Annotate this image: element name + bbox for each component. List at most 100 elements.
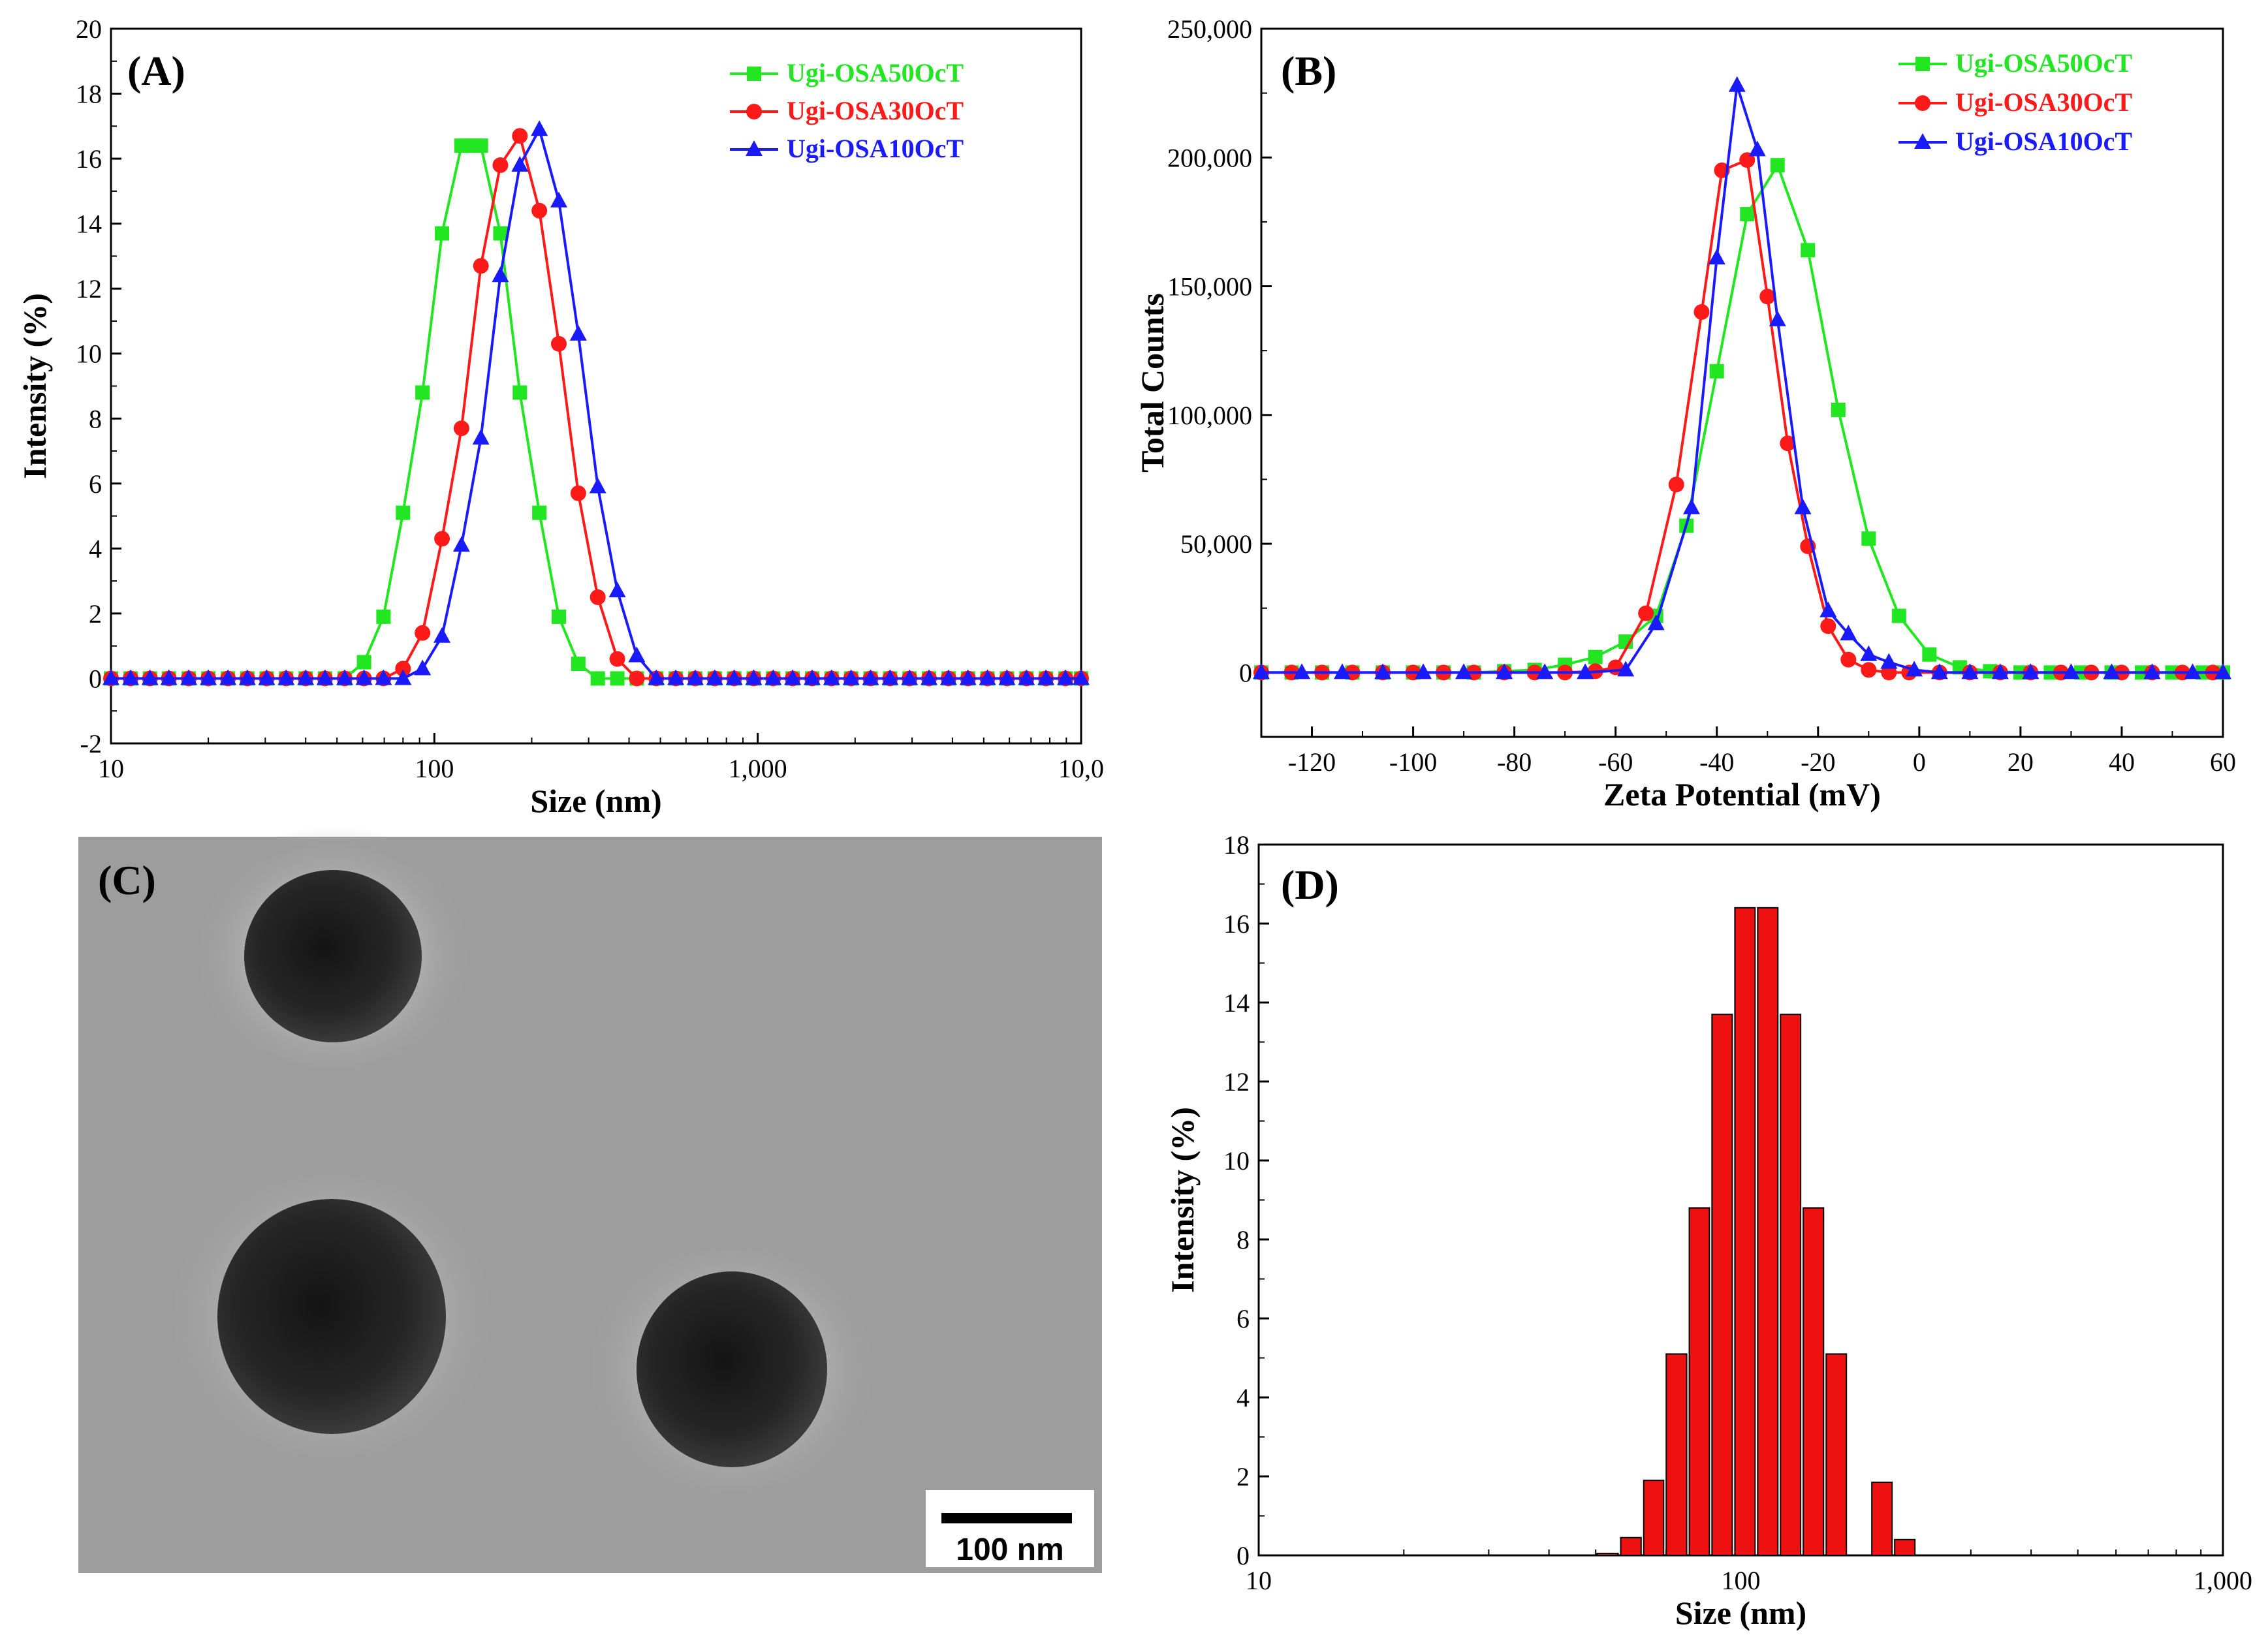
x-tick-label: -60	[1598, 747, 1633, 777]
data-point-square	[415, 385, 430, 400]
data-point-triangle	[1708, 249, 1725, 265]
data-point-triangle	[921, 669, 938, 685]
data-point-triangle	[2062, 663, 2080, 679]
data-point-triangle	[764, 669, 782, 685]
series-line-ugi-osa50oct	[1261, 162, 2223, 674]
histogram-bar	[1780, 1014, 1802, 1556]
y-tick-label: 0	[1239, 658, 1252, 687]
data-point-triangle	[1374, 663, 1392, 679]
y-tick-label: 20	[76, 14, 102, 44]
data-point-square	[512, 385, 528, 400]
data-point-square	[435, 226, 450, 241]
y-tick-label: 4	[89, 534, 102, 563]
data-point-circle	[395, 661, 411, 677]
data-point-circle	[1820, 618, 1836, 634]
data-point-circle	[1915, 95, 1930, 111]
data-point-triangle	[200, 669, 217, 685]
data-point-triangle	[1577, 663, 1594, 679]
x-tick-label: 60	[2210, 747, 2236, 777]
y-tick-label: 12	[76, 274, 102, 304]
data-point-triangle	[2103, 663, 2120, 679]
data-point-triangle	[1860, 645, 1878, 661]
data-point-triangle	[979, 669, 996, 685]
data-point-triangle	[745, 669, 763, 685]
data-point-triangle	[569, 324, 587, 341]
data-point-triangle	[1961, 663, 1979, 679]
data-point-triangle	[1930, 663, 1948, 679]
data-point-triangle	[823, 669, 840, 685]
data-point-circle	[453, 420, 469, 437]
data-point-square	[610, 671, 625, 686]
data-point-triangle	[1914, 133, 1931, 149]
data-point-triangle	[901, 669, 919, 685]
data-point-triangle	[803, 669, 821, 685]
data-point-triangle	[1794, 498, 1812, 514]
data-point-square	[551, 609, 566, 624]
data-point-triangle	[414, 659, 432, 676]
histogram-bar	[1620, 1536, 1642, 1556]
data-point-triangle	[862, 669, 879, 685]
data-point-triangle	[472, 429, 490, 445]
data-point-triangle	[1880, 653, 1898, 669]
y-tick-label: 50,000	[1180, 529, 1252, 559]
data-point-triangle	[1056, 669, 1074, 685]
scale-bar-label: 100 nm	[956, 1533, 1063, 1567]
data-point-circle	[1861, 662, 1877, 678]
data-point-triangle	[939, 669, 957, 685]
series-line-ugi-osa30oct	[1261, 158, 2213, 674]
data-point-triangle	[608, 582, 626, 598]
y-tick-label: 150,000	[1167, 272, 1252, 302]
data-point-square	[1922, 647, 1937, 662]
x-tick-label: 10	[1246, 1566, 1272, 1595]
chart-panel-b: 0 50,000 100,000 150,000 200,000 250,000 -120 -…	[1134, 14, 2236, 813]
data-point-circle	[1638, 605, 1654, 621]
data-point-triangle	[842, 669, 860, 685]
x-tick-label: -40	[1699, 747, 1734, 777]
data-point-triangle	[998, 669, 1016, 685]
y-tick-label: 6	[1236, 1304, 1250, 1333]
histogram-bar	[1757, 907, 1779, 1557]
data-point-circle	[1759, 288, 1776, 305]
data-point-triangle	[258, 669, 276, 685]
y-tick-label: 250,000	[1167, 14, 1252, 44]
data-point-triangle	[180, 669, 198, 685]
data-point-triangle	[589, 477, 606, 493]
data-point-triangle	[1819, 601, 1837, 617]
y-tick-label: 18	[1223, 830, 1250, 860]
data-point-circle	[570, 485, 586, 501]
panel-label-b: (B)	[1281, 48, 1336, 94]
data-point-circle	[512, 128, 528, 144]
data-point-circle	[473, 258, 489, 274]
data-point-square	[1801, 243, 1816, 258]
data-point-triangle	[1018, 669, 1035, 685]
data-point-triangle	[1906, 661, 1923, 677]
x-tick-label: -120	[1288, 747, 1336, 777]
data-point-triangle	[881, 669, 899, 685]
data-point-square	[396, 505, 411, 520]
data-point-triangle	[2214, 663, 2231, 679]
scale-bar	[941, 1513, 1072, 1523]
data-point-triangle	[141, 669, 159, 685]
data-point-triangle	[2143, 663, 2161, 679]
y-tick-label: 16	[1223, 909, 1250, 939]
data-point-circle	[550, 335, 567, 352]
data-point-triangle	[1840, 625, 1857, 641]
y-tick-label: 14	[76, 210, 102, 239]
data-point-circle	[746, 104, 762, 119]
data-point-triangle	[1455, 663, 1473, 679]
y-tick-label: 6	[89, 469, 102, 499]
y-axis-label: Intensity (%)	[1164, 1107, 1201, 1293]
y-axis-label: Total Counts	[1134, 293, 1171, 473]
data-point-circle	[1693, 304, 1710, 320]
data-point-triangle	[2022, 663, 2040, 679]
data-point-triangle	[355, 669, 373, 685]
histogram-bar	[1894, 1538, 1916, 1557]
x-tick-label: -100	[1389, 747, 1437, 777]
data-point-circle	[492, 157, 509, 174]
data-point-triangle	[1536, 663, 1554, 679]
y-tick-label: 2	[1236, 1462, 1250, 1491]
y-tick-label: 8	[1236, 1225, 1250, 1254]
histogram-bar	[1688, 1207, 1710, 1556]
y-tick-label: 100,000	[1167, 401, 1252, 430]
data-point-triangle	[492, 266, 509, 283]
